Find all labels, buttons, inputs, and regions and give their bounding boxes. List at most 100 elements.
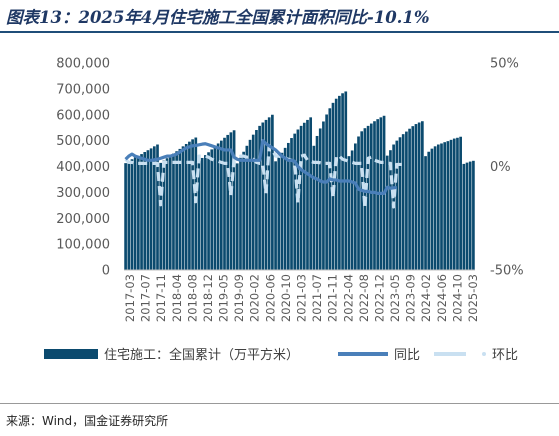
x-tick-label: 2018-08 <box>185 274 199 322</box>
bar <box>143 152 147 270</box>
bar <box>411 126 415 270</box>
bar <box>280 152 284 270</box>
bar <box>369 123 373 270</box>
bar <box>417 122 421 270</box>
x-tick-label: 2020-02 <box>248 274 262 322</box>
legend-label-bar: 住宅施工：全国累计（万平方米） <box>104 347 299 363</box>
bar <box>242 151 245 270</box>
left-tick-label: 700,000 <box>56 82 110 97</box>
line-series <box>124 139 404 210</box>
bar <box>152 146 156 270</box>
bar <box>248 139 252 270</box>
bar <box>405 131 408 270</box>
bar <box>462 163 466 270</box>
bar <box>465 162 469 270</box>
x-tick-label: 2022-12 <box>373 274 387 322</box>
right-axis-ticks: -50% 0% 50% <box>490 57 524 279</box>
bar <box>322 121 325 270</box>
bar <box>137 155 140 270</box>
bar <box>395 140 399 271</box>
x-tick-label: 2024-06 <box>435 274 449 322</box>
bar <box>251 134 255 270</box>
x-axis-ticks: 2017-03 2017-07 2017-11 2018-04 2018-08 2018-… <box>123 274 480 322</box>
bar <box>178 148 182 270</box>
bar <box>194 137 198 270</box>
bar <box>456 137 459 270</box>
x-tick-label: 2017-03 <box>123 274 137 322</box>
bar <box>309 117 313 270</box>
bar <box>274 161 277 270</box>
bar <box>408 128 411 270</box>
bar <box>197 160 201 270</box>
bar <box>271 114 274 270</box>
bar <box>235 163 239 270</box>
left-tick-label: 400,000 <box>56 160 110 175</box>
bar <box>184 143 188 270</box>
bar <box>229 132 233 270</box>
bar <box>261 122 265 270</box>
bar <box>424 156 427 270</box>
bar <box>350 150 354 270</box>
bar <box>124 163 127 270</box>
right-tick-label: 0% <box>490 160 511 175</box>
bar <box>226 134 230 270</box>
bar <box>389 150 392 270</box>
bar <box>159 162 163 270</box>
bar <box>130 159 134 270</box>
bar <box>156 144 159 270</box>
legend: 住宅施工：全国累计（万平方米） 同比 环比 <box>44 347 518 363</box>
bar <box>245 145 249 270</box>
x-tick-label: 2017-07 <box>139 274 153 322</box>
bar <box>459 136 462 270</box>
x-tick-label: 2020-06 <box>263 274 277 322</box>
bar <box>436 144 440 270</box>
bar <box>267 117 271 270</box>
bar <box>168 155 172 270</box>
bar <box>347 156 351 270</box>
bar <box>312 145 316 270</box>
left-tick-label: 300,000 <box>56 186 110 201</box>
bar <box>219 140 223 271</box>
bar <box>149 148 153 270</box>
mom-line <box>124 144 404 210</box>
x-tick-label: 2024-02 <box>419 274 433 322</box>
right-tick-label: 50% <box>490 57 519 72</box>
bar <box>328 108 332 270</box>
bar <box>146 150 150 270</box>
legend-swatch-bar <box>44 349 98 359</box>
x-tick-label: 2022-04 <box>341 274 355 322</box>
bar <box>299 125 303 270</box>
legend-label-mom: 环比 <box>492 348 518 363</box>
left-tick-label: 100,000 <box>56 238 110 253</box>
bar <box>338 95 341 270</box>
left-tick-label: 0 <box>102 264 110 279</box>
bar <box>366 125 370 270</box>
x-tick-label: 2018-04 <box>170 274 184 322</box>
x-tick-label: 2021-07 <box>310 274 324 322</box>
chart-title: 图表13：2025年4月住宅施工全国累计面积同比-10.1% <box>6 8 430 27</box>
bar <box>188 141 191 270</box>
yoy-line <box>124 139 398 196</box>
bar <box>175 151 178 270</box>
bar <box>181 146 185 270</box>
bar <box>200 157 204 270</box>
bar <box>443 142 447 270</box>
x-tick-label: 2020-10 <box>279 274 293 322</box>
x-tick-label: 2022-08 <box>357 274 371 322</box>
chart: 0 100,000 200,000 300,000 400,000 500,000 600,… <box>44 57 524 363</box>
bar <box>449 139 453 270</box>
bar <box>468 161 472 270</box>
bar <box>360 131 364 270</box>
bar <box>162 160 166 270</box>
bar <box>430 148 434 270</box>
source-divider <box>0 403 559 404</box>
bar <box>255 130 258 270</box>
x-tick-label: 2021-11 <box>326 274 340 322</box>
bar <box>452 138 456 270</box>
bar <box>293 133 297 270</box>
x-tick-label: 2021-03 <box>295 274 309 322</box>
bar <box>133 157 137 270</box>
x-tick-label: 2023-05 <box>388 274 402 322</box>
bar <box>210 149 214 270</box>
bar <box>172 153 175 270</box>
